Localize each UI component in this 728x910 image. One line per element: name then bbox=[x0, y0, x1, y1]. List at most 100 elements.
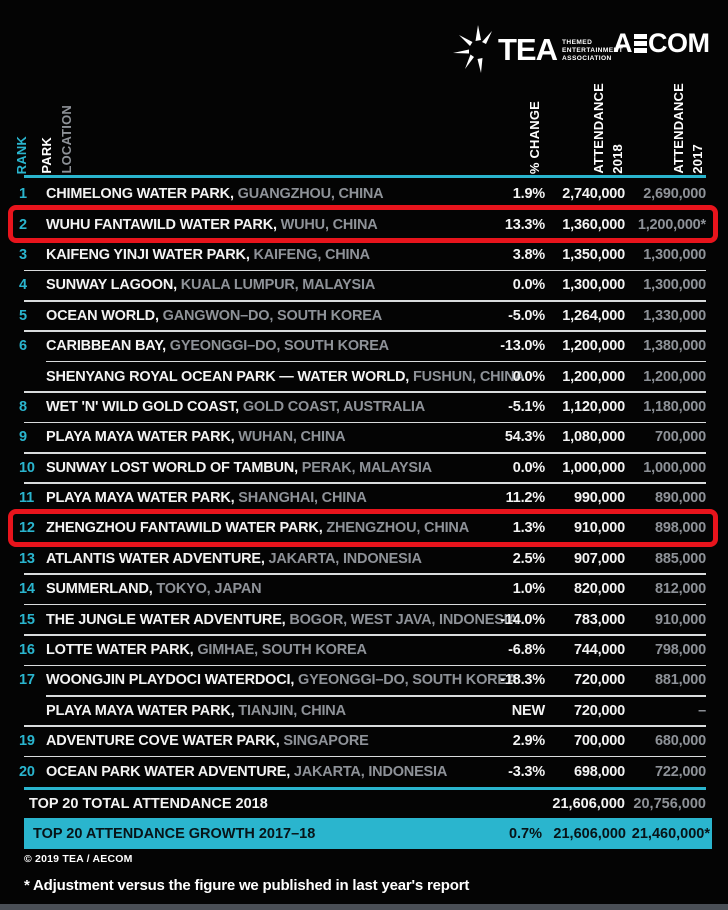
row-divider bbox=[24, 421, 706, 424]
park-name: WUHU FANTAWILD WATER PARK, bbox=[46, 216, 277, 233]
park-location: GUANGZHOU, CHINA bbox=[233, 186, 384, 203]
header-divider bbox=[24, 175, 706, 178]
col-header-att2017: ATTENDANCE bbox=[671, 83, 686, 174]
row-divider bbox=[24, 299, 706, 302]
row-change: -6.8% bbox=[508, 642, 545, 659]
row-rank: 10 bbox=[19, 459, 35, 476]
row-change: 13.3% bbox=[504, 216, 545, 233]
park-name: KAIFENG YINJI WATER PARK, bbox=[46, 246, 250, 263]
table-row: 17 WOONGJIN PLAYDOCI WATERDOCI, GYEONGGI… bbox=[0, 665, 728, 697]
park-location: GIMHAE, SOUTH KOREA bbox=[193, 642, 367, 659]
park-location: TIANJIN, CHINA bbox=[234, 702, 346, 719]
asterisk-footnote: * Adjustment versus the figure we publis… bbox=[24, 877, 470, 894]
col-header-att2018-yr: 2018 bbox=[610, 144, 625, 174]
row-change: -5.1% bbox=[508, 398, 545, 415]
row-divider bbox=[24, 269, 706, 272]
park-name: PLAYA MAYA WATER PARK, bbox=[46, 702, 235, 719]
row-attendance-2018: 1,350,000 bbox=[562, 246, 625, 263]
row-attendance-2017: 2,690,000 bbox=[643, 186, 706, 203]
row-rank: 8 bbox=[19, 398, 27, 415]
row-attendance-2017: – bbox=[698, 702, 706, 719]
total-divider bbox=[24, 787, 706, 790]
row-attendance-2017: 890,000 bbox=[654, 490, 706, 507]
growth-label: TOP 20 ATTENDANCE GROWTH 2017–18 bbox=[33, 825, 316, 842]
row-divider bbox=[24, 603, 706, 606]
park-name: ADVENTURE COVE WATER PARK, bbox=[46, 733, 280, 750]
row-change: -3.3% bbox=[508, 763, 545, 780]
copyright-text: © 2019 TEA / AECOM bbox=[24, 853, 133, 865]
row-attendance-2017: 910,000 bbox=[654, 611, 706, 628]
row-change: 0.0% bbox=[512, 368, 545, 385]
park-location: JAKARTA, INDONESIA bbox=[290, 763, 448, 780]
col-header-att2017-yr: 2017 bbox=[690, 144, 705, 174]
table-row: 20 OCEAN PARK WATER ADVENTURE, JAKARTA, … bbox=[0, 756, 728, 786]
row-attendance-2018: 783,000 bbox=[573, 611, 625, 628]
park-location: SINGAPORE bbox=[279, 733, 369, 750]
col-header-location: LOCATION bbox=[59, 105, 74, 174]
park-location: KAIFENG, CHINA bbox=[249, 246, 371, 263]
tea-subtext-line: ASSOCIATION bbox=[562, 54, 612, 62]
row-attendance-2018: 820,000 bbox=[573, 581, 625, 598]
row-divider bbox=[24, 573, 706, 576]
park-name: THE JUNGLE WATER ADVENTURE, bbox=[46, 611, 286, 628]
table-row: 2 WUHU FANTAWILD WATER PARK, WUHU, CHINA… bbox=[0, 205, 728, 243]
row-divider bbox=[24, 482, 706, 484]
aecom-letter-a: A bbox=[613, 28, 633, 58]
row-attendance-2018: 1,200,000 bbox=[562, 338, 625, 355]
col-header-change: % CHANGE bbox=[527, 100, 542, 174]
row-attendance-2018: 744,000 bbox=[573, 642, 625, 659]
tea-wordmark: TEA bbox=[498, 32, 558, 67]
row-change: 0.0% bbox=[512, 277, 545, 294]
table-row: PLAYA MAYA WATER PARK, TIANJIN, CHINA NE… bbox=[0, 696, 728, 728]
row-change: 3.8% bbox=[512, 246, 545, 263]
row-change: 11.2% bbox=[505, 490, 546, 507]
table-row: 11 PLAYA MAYA WATER PARK, SHANGHAI, CHIN… bbox=[0, 483, 728, 513]
row-attendance-2018: 720,000 bbox=[573, 672, 625, 689]
table-row: 14 SUMMERLAND, TOKYO, JAPAN 1.0% 820,000… bbox=[0, 574, 728, 606]
row-rank: 16 bbox=[19, 642, 35, 659]
park-location: PERAK, MALAYSIA bbox=[297, 459, 432, 476]
row-attendance-2017: 700,000 bbox=[654, 429, 706, 446]
table-row: SHENYANG ROYAL OCEAN PARK — WATER WORLD,… bbox=[0, 361, 728, 393]
table-row: 6 CARIBBEAN BAY, GYEONGGI–DO, SOUTH KORE… bbox=[0, 331, 728, 363]
growth-row: TOP 20 ATTENDANCE GROWTH 2017–18 0.7% 21… bbox=[24, 818, 712, 849]
park-name: SUMMERLAND, bbox=[46, 581, 153, 598]
row-attendance-2017: 1,200,000 bbox=[643, 368, 706, 385]
table-row: 9 PLAYA MAYA WATER PARK, WUHAN, CHINA 54… bbox=[0, 422, 728, 454]
row-change: 0.0% bbox=[512, 459, 545, 476]
row-rank: 6 bbox=[19, 338, 27, 355]
col-header-att2018: ATTENDANCE bbox=[591, 83, 606, 174]
row-attendance-2017: 898,000 bbox=[654, 520, 706, 537]
row-attendance-2017: 1,200,000* bbox=[637, 216, 706, 233]
park-location: ZHENGZHOU, CHINA bbox=[322, 520, 469, 537]
row-rank: 5 bbox=[19, 307, 27, 324]
tea-subtext-line: THEMED bbox=[562, 38, 593, 46]
total-row: TOP 20 TOTAL ATTENDANCE 2018 21,606,000 … bbox=[0, 790, 728, 817]
row-attendance-2017: 680,000 bbox=[654, 733, 706, 750]
aecom-e-icon bbox=[633, 34, 647, 53]
park-name: WET 'N' WILD GOLD COAST, bbox=[46, 398, 239, 415]
table-row: 16 LOTTE WATER PARK, GIMHAE, SOUTH KOREA… bbox=[0, 635, 728, 667]
park-name: WOONGJIN PLAYDOCI WATERDOCI, bbox=[46, 672, 295, 689]
row-change: -13.0% bbox=[500, 338, 545, 355]
park-name: OCEAN WORLD, bbox=[46, 307, 159, 324]
growth-attendance-2018: 21,606,000 bbox=[553, 825, 626, 842]
row-rank: 19 bbox=[19, 733, 35, 750]
row-attendance-2017: 1,300,000 bbox=[643, 246, 706, 263]
tea-logo: TEA THEMED ENTERTAINMENT ASSOCIATION bbox=[452, 24, 623, 76]
park-name: LOTTE WATER PARK, bbox=[46, 642, 194, 659]
row-rank: 9 bbox=[19, 429, 27, 446]
row-divider bbox=[46, 695, 706, 697]
table-header: RANK PARK LOCATION % CHANGE ATTENDANCE 2… bbox=[0, 83, 728, 174]
table-row: 10 SUNWAY LOST WORLD OF TAMBUN, PERAK, M… bbox=[0, 453, 728, 484]
row-divider bbox=[24, 634, 706, 636]
park-location: GANGWON–DO, SOUTH KOREA bbox=[158, 307, 383, 324]
park-location: KUALA LUMPUR, MALAYSIA bbox=[176, 277, 376, 294]
table-row: 8 WET 'N' WILD GOLD COAST, GOLD COAST, A… bbox=[0, 392, 728, 424]
row-rank: 3 bbox=[19, 246, 27, 263]
row-attendance-2018: 1,360,000 bbox=[562, 216, 625, 233]
row-change: 1.3% bbox=[512, 520, 545, 537]
table-row: 1 CHIMELONG WATER PARK, GUANGZHOU, CHINA… bbox=[0, 179, 728, 209]
row-rank: 1 bbox=[19, 186, 27, 203]
row-divider bbox=[46, 360, 706, 363]
